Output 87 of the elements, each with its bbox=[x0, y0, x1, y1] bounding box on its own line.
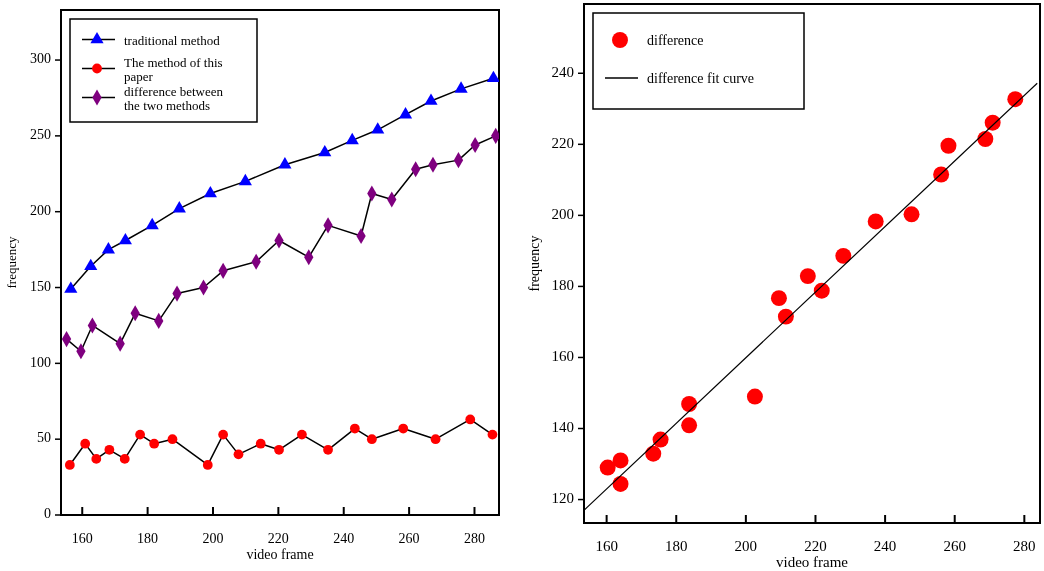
point bbox=[487, 429, 498, 440]
x-tick-label: 180 bbox=[664, 538, 688, 554]
x-tick-label: 200 bbox=[202, 531, 224, 546]
point bbox=[799, 268, 816, 285]
point bbox=[681, 396, 698, 412]
point bbox=[167, 434, 178, 445]
point bbox=[430, 434, 441, 445]
x-tick-label: 220 bbox=[804, 538, 827, 554]
point bbox=[135, 429, 145, 440]
x-axis-title: video frame bbox=[246, 547, 314, 562]
y-axis-title: frequency bbox=[4, 236, 19, 289]
point bbox=[255, 438, 266, 449]
legend-label: difference fit curve bbox=[647, 71, 755, 87]
point bbox=[274, 444, 284, 455]
point bbox=[149, 438, 160, 449]
point bbox=[91, 454, 102, 464]
point bbox=[940, 137, 957, 154]
x-axis-title: video frame bbox=[775, 554, 849, 570]
point bbox=[145, 217, 159, 230]
y-tick-label: 140 bbox=[551, 418, 574, 435]
point bbox=[371, 122, 385, 134]
point bbox=[454, 81, 468, 93]
point bbox=[64, 281, 78, 293]
point bbox=[318, 144, 332, 157]
y-tick-label: 220 bbox=[551, 134, 574, 151]
y-axis-title: frequency bbox=[527, 235, 542, 292]
x-tick-label: 220 bbox=[267, 531, 289, 546]
y-tick-label: 160 bbox=[551, 347, 574, 364]
point bbox=[101, 242, 115, 254]
point bbox=[349, 423, 360, 434]
x-tick-label: 280 bbox=[463, 531, 485, 546]
point bbox=[424, 93, 438, 105]
point bbox=[366, 434, 377, 445]
point bbox=[612, 475, 629, 492]
y-tick-label: 50 bbox=[37, 430, 51, 446]
point bbox=[297, 429, 307, 440]
legend-label: traditional method bbox=[124, 32, 221, 48]
point bbox=[202, 460, 213, 470]
point bbox=[172, 201, 186, 213]
x-tick-label: 160 bbox=[595, 538, 618, 554]
point bbox=[203, 185, 217, 198]
y-tick-label: 150 bbox=[30, 278, 51, 294]
point bbox=[64, 460, 75, 470]
point bbox=[84, 258, 98, 271]
point bbox=[903, 206, 920, 223]
point bbox=[80, 438, 91, 449]
point bbox=[278, 157, 292, 169]
y-tick-label: 240 bbox=[551, 63, 574, 80]
y-tick-label: 250 bbox=[30, 127, 51, 143]
point bbox=[233, 449, 244, 460]
point bbox=[119, 454, 130, 464]
x-tick-label: 180 bbox=[137, 531, 159, 546]
point bbox=[835, 247, 852, 264]
point bbox=[977, 131, 994, 147]
x-tick-label: 240 bbox=[873, 538, 897, 554]
point bbox=[867, 213, 884, 230]
x-tick-label: 260 bbox=[943, 538, 966, 554]
y-tick-label: 200 bbox=[30, 202, 51, 218]
point bbox=[746, 388, 763, 405]
legend-label: difference between the two methods bbox=[124, 83, 224, 113]
point bbox=[612, 452, 629, 469]
legend-label: difference bbox=[647, 33, 704, 49]
point bbox=[770, 290, 787, 307]
point bbox=[118, 232, 132, 245]
y-tick-label: 200 bbox=[551, 205, 574, 222]
y-tick-label: 300 bbox=[30, 51, 51, 67]
y-tick-label: 120 bbox=[551, 489, 574, 506]
point bbox=[398, 107, 413, 119]
point bbox=[599, 459, 616, 476]
point bbox=[104, 444, 115, 455]
point bbox=[465, 414, 476, 425]
point bbox=[398, 423, 409, 434]
point bbox=[486, 70, 499, 83]
point bbox=[323, 444, 333, 455]
point bbox=[218, 429, 229, 440]
point bbox=[645, 445, 662, 462]
x-tick-label: 280 bbox=[1013, 538, 1036, 554]
y-tick-label: 180 bbox=[551, 276, 574, 293]
x-tick-label: 240 bbox=[333, 531, 355, 546]
y-tick-label: 0 bbox=[44, 506, 51, 522]
point bbox=[345, 132, 359, 145]
x-tick-label: 160 bbox=[71, 531, 93, 546]
x-tick-label: 260 bbox=[398, 531, 420, 546]
point bbox=[238, 173, 252, 186]
x-tick-label: 200 bbox=[734, 538, 758, 554]
point bbox=[681, 417, 698, 434]
y-tick-label: 100 bbox=[30, 354, 51, 370]
